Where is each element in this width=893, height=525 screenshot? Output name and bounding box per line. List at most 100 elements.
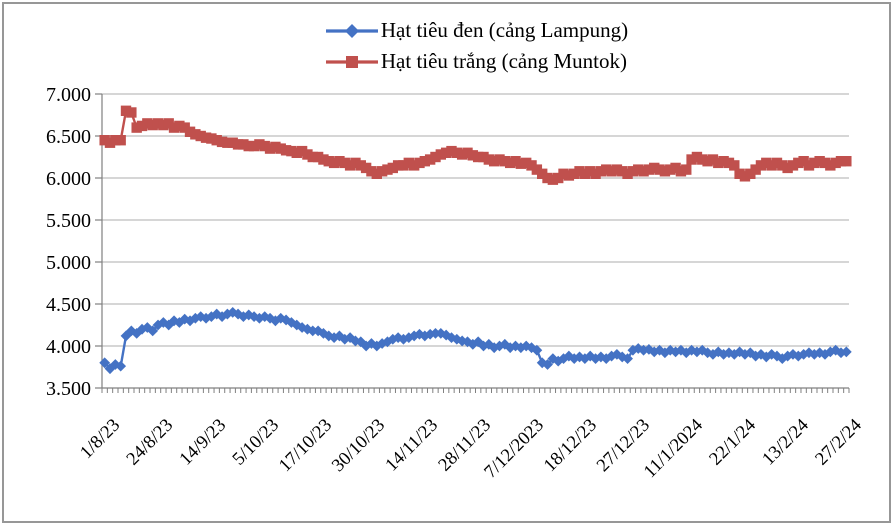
data-point-marker (483, 154, 495, 165)
data-point-marker (152, 319, 164, 331)
data-point-marker (601, 164, 612, 175)
gridlines (102, 93, 849, 389)
x-axis-label: 11/1/2024 (640, 415, 707, 482)
data-point-marker (782, 162, 793, 174)
data-point-marker (371, 168, 382, 179)
data-point-marker (478, 151, 489, 163)
data-point-marker (488, 342, 500, 354)
data-point-marker (713, 157, 724, 169)
data-point-marker (462, 147, 473, 158)
data-point-marker (803, 160, 815, 171)
data-point-marker (211, 135, 222, 146)
data-point-marker (99, 357, 111, 369)
data-point-marker (435, 149, 447, 160)
data-point-marker (179, 313, 191, 325)
y-axis-label: 5.500 (46, 210, 91, 232)
data-point-marker (648, 346, 660, 358)
data-point-marker (286, 145, 297, 157)
y-axis-label: 3.500 (46, 378, 91, 400)
data-point-marker (248, 140, 260, 152)
data-point-marker (750, 164, 761, 175)
data-point-marker (243, 140, 254, 152)
data-point-marker (520, 340, 532, 352)
data-point-marker (328, 157, 340, 169)
data-point-marker (280, 145, 292, 156)
data-point-marker (654, 164, 665, 175)
x-ticks (101, 388, 850, 393)
data-point-marker (510, 156, 521, 167)
data-point-marker (553, 172, 564, 184)
data-point-marker (579, 168, 591, 179)
x-axis-label: 30/10/23 (328, 415, 389, 476)
data-point-marker (99, 135, 110, 146)
data-point-marker (371, 340, 383, 352)
data-point-marker (419, 156, 431, 167)
data-point-marker (798, 156, 809, 167)
data-point-marker (702, 156, 713, 167)
data-point-marker (675, 166, 687, 177)
data-point-marker (771, 157, 783, 169)
x-axis-label: 13/2/24 (759, 415, 813, 469)
data-point-marker (531, 344, 543, 356)
data-point-marker (323, 156, 334, 167)
data-point-marker (494, 154, 505, 165)
data-point-marker (158, 119, 169, 131)
data-point-marker (302, 149, 313, 160)
data-point-marker (499, 156, 511, 167)
data-point-marker (168, 122, 180, 133)
data-point-marker (110, 135, 121, 146)
data-point-marker (638, 166, 649, 177)
data-point-marker (120, 105, 132, 116)
data-point-marker (238, 139, 249, 150)
data-point-marker (536, 168, 548, 179)
data-point-marker (825, 160, 836, 171)
data-point-marker (456, 149, 468, 160)
y-axis-label: 5.000 (46, 252, 91, 274)
data-point-marker (681, 164, 692, 175)
data-point-marker (467, 150, 479, 161)
data-point-marker (793, 157, 804, 169)
data-point-marker (339, 157, 350, 169)
data-point-marker (734, 346, 746, 358)
data-point-marker (670, 162, 681, 174)
data-point-marker (200, 132, 212, 143)
data-point-marker (163, 319, 175, 331)
data-point-marker (686, 154, 697, 165)
data-point-marker (216, 136, 228, 148)
data-point-marker (745, 168, 756, 179)
data-point-marker (734, 168, 745, 179)
data-point-marker (222, 137, 233, 148)
data-point-marker (739, 171, 751, 182)
data-point-marker (403, 157, 415, 169)
y-axis-label: 6.000 (46, 168, 91, 190)
data-point-marker (707, 154, 719, 165)
data-point-marker (659, 166, 671, 177)
data-point-marker (275, 143, 286, 154)
data-point-marker (761, 157, 772, 169)
y-axis-label: 7.000 (46, 84, 91, 106)
data-point-marker (227, 137, 238, 148)
data-point-marker (296, 322, 308, 333)
data-point-marker (569, 168, 580, 179)
data-point-marker (355, 160, 366, 171)
data-point-marker (841, 156, 852, 167)
data-point-marker (360, 340, 372, 352)
data-point-marker (504, 157, 516, 169)
data-point-marker (392, 160, 404, 171)
data-point-marker (190, 129, 201, 140)
data-point-marker (729, 160, 740, 171)
data-point-marker (440, 329, 452, 341)
data-point-marker (115, 360, 127, 372)
data-point-marker (430, 151, 441, 163)
data-point-marker (504, 342, 516, 354)
data-point-marker (408, 330, 420, 342)
data-point-marker (617, 166, 628, 177)
x-axis-label: 18/12/23 (540, 415, 601, 476)
data-point-marker (206, 133, 217, 144)
data-point-marker (830, 157, 841, 169)
data-point-marker (174, 120, 185, 132)
data-point-marker (446, 145, 457, 157)
x-axis-label: 14/11/23 (382, 415, 442, 475)
chart-canvas: 3.500 4.000 4.500 5.000 5.500 6.000 6.500 7.000… (46, 84, 866, 483)
